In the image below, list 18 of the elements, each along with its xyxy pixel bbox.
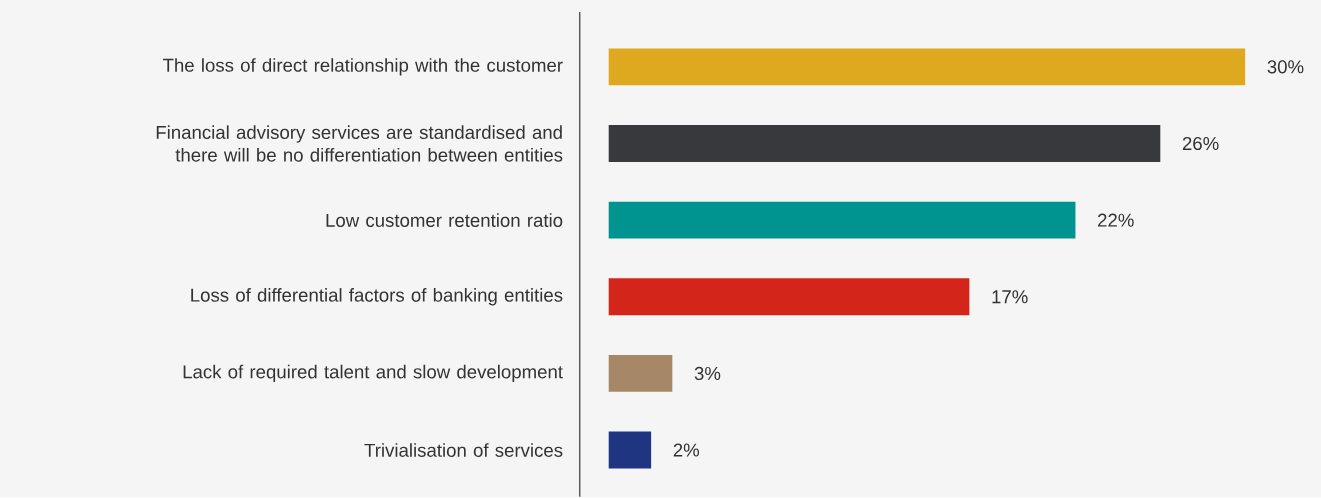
- data-label: 2%: [673, 443, 700, 457]
- data-label: 17%: [992, 290, 1028, 304]
- y-tick-label: Loss of differential factors of banking entities: [191, 288, 563, 306]
- y-tick-label: Low customer retention ratio: [326, 213, 563, 228]
- data-label: 22%: [1098, 213, 1134, 227]
- y-tick-label: Trivialisation of services: [364, 443, 563, 458]
- y-tick-label: Financial advisory services are standardised and there will be no differentiation between entities: [156, 125, 563, 162]
- data-label: 30%: [1267, 60, 1304, 74]
- y-tick-label: The loss of direct relationship with the customer: [162, 58, 563, 76]
- data-label: 26%: [1182, 137, 1219, 151]
- bar: [608, 431, 652, 469]
- bar: [608, 201, 1076, 239]
- data-label: 3%: [694, 367, 721, 381]
- y-tick-label: Lack of required talent and slow development: [183, 364, 563, 383]
- bar: [608, 278, 970, 316]
- bar: [608, 48, 1246, 86]
- bar: [608, 355, 673, 393]
- bar: [608, 125, 1161, 163]
